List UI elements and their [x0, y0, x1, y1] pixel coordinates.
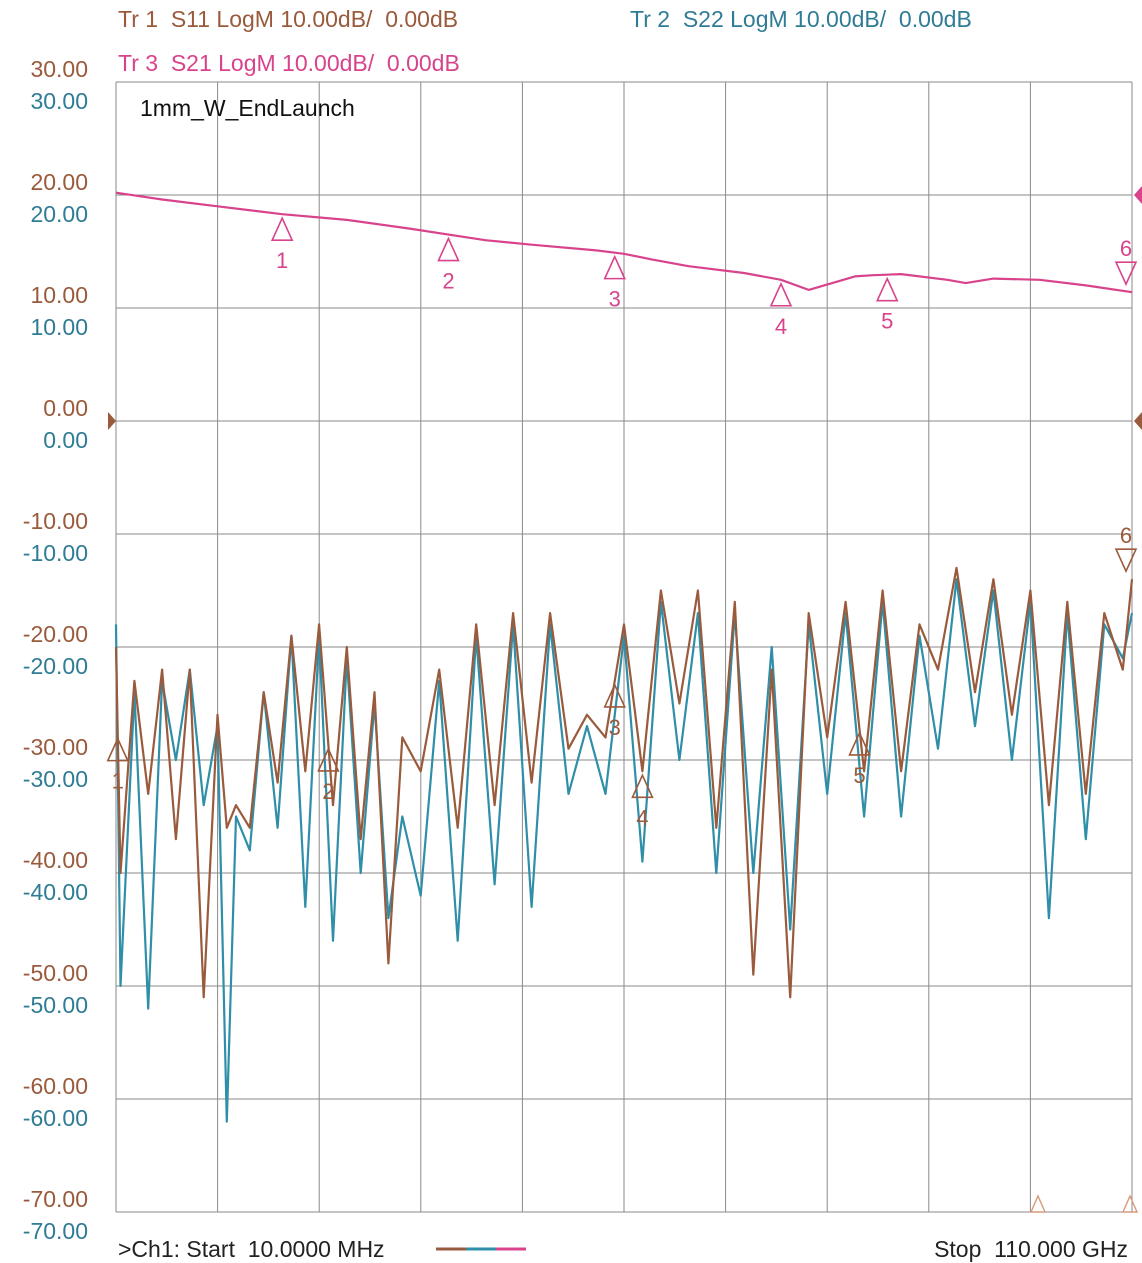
trace-line-tr3 [115, 191, 1133, 294]
y-tick-label-tr2: 30.00 [30, 88, 88, 114]
y-tick-label-tr1: -60.00 [22, 1073, 88, 1099]
marker-number: 4 [775, 314, 787, 339]
plot-grid [115, 81, 1133, 1213]
marker-number: 3 [609, 715, 621, 740]
ref-arrow-s21 [1134, 186, 1142, 204]
bottom-stimulus-markers [1029, 1194, 1139, 1213]
marker-tr3-3: 3 [603, 254, 626, 312]
y-tick-label-tr2: -40.00 [22, 879, 88, 905]
marker-tr1-3: 3 [603, 682, 626, 740]
y-tick-label-tr1: -30.00 [22, 734, 88, 760]
y-tick-label-tr1: 20.00 [30, 169, 88, 195]
chart-title: 1mm_W_EndLaunch [140, 95, 355, 121]
bottom-marker-triangle [1029, 1194, 1047, 1213]
y-tick-label-tr2: 10.00 [30, 314, 88, 340]
marker-tr3-4: 4 [769, 281, 793, 339]
marker-triangle [317, 746, 340, 772]
y-tick-label-tr1: 30.00 [30, 56, 88, 82]
marker-triangle [603, 254, 626, 280]
y-tick-label-tr1: -70.00 [22, 1186, 88, 1212]
y-tick-label-tr2: -70.00 [22, 1218, 88, 1244]
marker-number: 6 [1120, 523, 1132, 548]
trace-line-tr1 [114, 566, 1134, 999]
y-tick-label-tr1: -20.00 [22, 621, 88, 647]
stop-frequency-label: Stop 110.000 GHz [934, 1236, 1128, 1262]
marker-triangle [437, 236, 460, 262]
y-tick-label-tr2: -30.00 [22, 766, 88, 792]
reference-level-arrows [108, 186, 1142, 430]
marker-tr3-1: 1 [270, 216, 294, 273]
marker-triangle [848, 730, 871, 756]
trace-line-tr2 [114, 578, 1134, 1123]
y-tick-label-tr2: -60.00 [22, 1105, 88, 1131]
marker-tr3-5: 5 [875, 276, 899, 334]
y-tick-label-tr1: 0.00 [43, 395, 88, 421]
marker-number: 5 [853, 763, 865, 788]
marker-tr1-6: 6 [1114, 523, 1138, 574]
marker-tr1-4: 4 [631, 773, 654, 830]
y-tick-label-tr2: 0.00 [43, 427, 88, 453]
marker-triangle [270, 216, 294, 242]
marker-tr3-2: 2 [437, 236, 460, 294]
channel-trace-legend-swatch [436, 1247, 526, 1251]
plot-markers: 1 2 3 4 5 6 1 2 3 4 5 6 [106, 216, 1139, 1213]
marker-triangle [875, 276, 899, 302]
marker-triangle [603, 682, 626, 708]
marker-number: 1 [276, 248, 288, 273]
y-tick-label-tr1: -40.00 [22, 847, 88, 873]
y-tick-label-tr2: -50.00 [22, 992, 88, 1018]
marker-number: 1 [112, 769, 124, 794]
start-frequency-label: >Ch1: Start 10.0000 MHz [118, 1236, 385, 1262]
marker-tr3-6: 6 [1114, 236, 1138, 287]
marker-number: 2 [322, 779, 334, 804]
marker-number: 2 [442, 269, 454, 294]
trace3-label: Tr 3 S21 LogM 10.00dB/ 0.00dB [118, 50, 460, 76]
marker-triangle [769, 281, 793, 307]
marker-triangle [1114, 261, 1138, 287]
y-tick-label-tr1: -50.00 [22, 960, 88, 986]
marker-triangle [631, 773, 654, 799]
bottom-marker-triangle [1121, 1194, 1139, 1213]
ref-arrow-left [108, 412, 116, 430]
y-tick-label-tr2: 20.00 [30, 201, 88, 227]
marker-tr1-2: 2 [317, 746, 340, 804]
marker-tr1-5: 5 [848, 730, 871, 788]
marker-number: 5 [881, 309, 893, 334]
marker-number: 3 [609, 287, 621, 312]
trace2-label: Tr 2 S22 LogM 10.00dB/ 0.00dB [630, 6, 972, 32]
y-tick-label-tr1: 10.00 [30, 282, 88, 308]
marker-number: 4 [636, 805, 648, 830]
marker-triangle [1114, 548, 1138, 574]
trace1-label: Tr 1 S11 LogM 10.00dB/ 0.00dB [118, 6, 459, 32]
y-tick-label-tr1: -10.00 [22, 508, 88, 534]
marker-tr1-1: 1 [106, 736, 129, 794]
plot-traces [114, 191, 1134, 1123]
marker-triangle [106, 736, 129, 762]
y-tick-label-tr2: -10.00 [22, 540, 88, 566]
ref-arrow-right [1134, 412, 1142, 430]
y-tick-label-tr2: -20.00 [22, 653, 88, 679]
marker-number: 6 [1120, 236, 1132, 261]
